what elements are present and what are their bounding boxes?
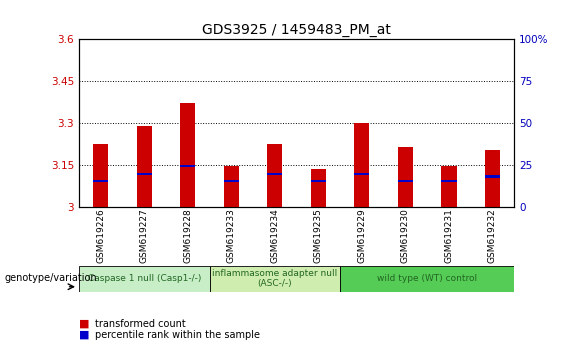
Bar xyxy=(441,166,457,207)
Bar xyxy=(441,179,457,182)
Bar xyxy=(224,166,239,207)
Bar xyxy=(210,266,340,292)
Bar xyxy=(398,179,413,182)
Text: ■: ■ xyxy=(79,330,90,339)
Bar xyxy=(485,150,500,207)
Title: GDS3925 / 1459483_PM_at: GDS3925 / 1459483_PM_at xyxy=(202,23,391,36)
Bar xyxy=(485,176,500,178)
Text: wild type (WT) control: wild type (WT) control xyxy=(377,274,477,283)
Text: transformed count: transformed count xyxy=(95,319,186,329)
Text: Caspase 1 null (Casp1-/-): Caspase 1 null (Casp1-/-) xyxy=(88,274,201,283)
Bar xyxy=(267,144,282,207)
Text: percentile rank within the sample: percentile rank within the sample xyxy=(95,330,260,339)
Bar xyxy=(180,165,195,167)
Bar xyxy=(311,179,326,182)
Text: inflammasome adapter null
(ASC-/-): inflammasome adapter null (ASC-/-) xyxy=(212,269,337,289)
Text: ■: ■ xyxy=(79,319,90,329)
Bar xyxy=(354,123,370,207)
Bar xyxy=(93,179,108,182)
Bar xyxy=(224,179,239,182)
Bar xyxy=(93,144,108,207)
Bar xyxy=(354,173,370,175)
Bar xyxy=(180,103,195,207)
Bar xyxy=(398,147,413,207)
Text: genotype/variation: genotype/variation xyxy=(5,273,97,283)
Bar xyxy=(79,266,210,292)
Bar xyxy=(137,126,152,207)
Bar xyxy=(340,266,514,292)
Bar xyxy=(267,173,282,175)
Bar xyxy=(137,173,152,175)
Bar xyxy=(311,169,326,207)
